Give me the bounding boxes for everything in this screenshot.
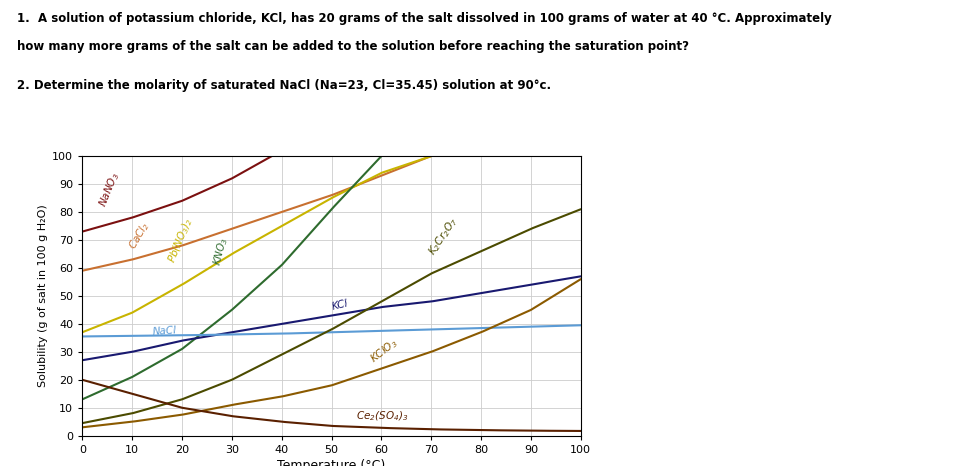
Text: how many more grams of the salt can be added to the solution before reaching the: how many more grams of the salt can be a… [17, 40, 689, 53]
Text: $\mathregular{Ce_2(SO_4)_3}$: $\mathregular{Ce_2(SO_4)_3}$ [356, 409, 409, 423]
Text: $\mathregular{K_2Cr_2O_7}$: $\mathregular{K_2Cr_2O_7}$ [426, 214, 461, 258]
Text: $\mathregular{CaCl_2}$: $\mathregular{CaCl_2}$ [126, 219, 153, 252]
Text: $\mathregular{Pb(NO_3)_2}$: $\mathregular{Pb(NO_3)_2}$ [166, 215, 197, 265]
Text: $\mathregular{KClO_3}$: $\mathregular{KClO_3}$ [367, 336, 401, 366]
Text: NaCl: NaCl [152, 326, 176, 337]
Text: $\mathregular{KNO_3}$: $\mathregular{KNO_3}$ [210, 235, 230, 267]
Text: 2. Determine the molarity of saturated NaCl (Na=23, Cl=35.45) solution at 90°c.: 2. Determine the molarity of saturated N… [17, 79, 552, 92]
Text: $\mathregular{NaNO_3}$: $\mathregular{NaNO_3}$ [96, 170, 122, 209]
Y-axis label: Solubility (g of salt in 100 g H₂O): Solubility (g of salt in 100 g H₂O) [38, 205, 48, 387]
X-axis label: Temperature (°C): Temperature (°C) [278, 459, 385, 466]
Text: KCl: KCl [330, 298, 348, 312]
Text: 1.  A solution of potassium chloride, KCl, has 20 grams of the salt dissolved in: 1. A solution of potassium chloride, KCl… [17, 12, 832, 25]
